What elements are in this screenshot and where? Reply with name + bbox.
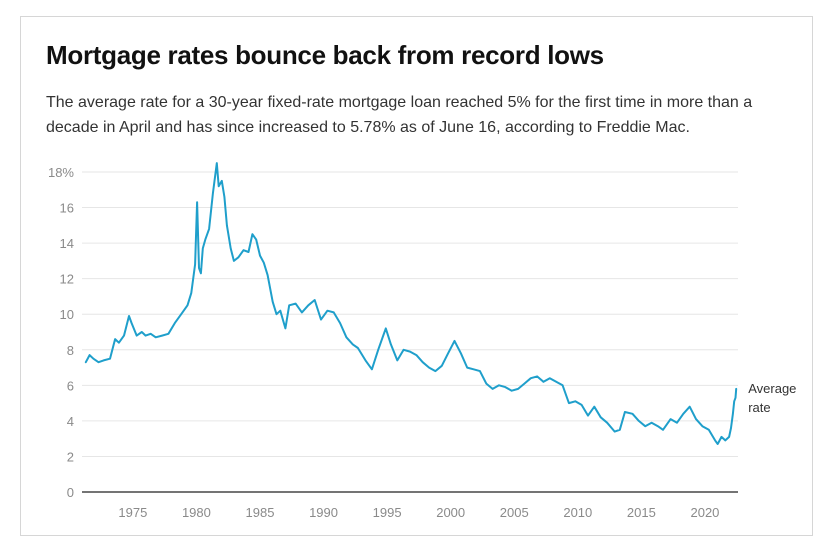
- x-tick-label: 2005: [500, 505, 529, 520]
- y-tick-label: 14: [60, 236, 74, 251]
- y-tick-label: 12: [60, 272, 74, 287]
- x-tick-label: 2020: [690, 505, 719, 520]
- x-axis-tick-labels: 1975 1980 1985 1990 1995 2000 2005 2010 2015 2020: [118, 505, 719, 520]
- series-line-average-rate: [84, 162, 738, 445]
- y-axis-tick-labels: 0 2 4 6 8 10 12 14 16 18%: [48, 165, 74, 500]
- x-tick-label: 2015: [627, 505, 656, 520]
- chart-card: [20, 16, 813, 536]
- x-tick-label: 1975: [118, 505, 147, 520]
- x-tick-label: 1990: [309, 505, 338, 520]
- y-tick-label: 6: [67, 378, 74, 393]
- y-tick-label: 4: [67, 414, 74, 429]
- y-tick-label: 16: [60, 201, 74, 216]
- y-tick-label: 8: [67, 343, 74, 358]
- gridlines: [82, 171, 738, 457]
- x-tick-label: 1985: [246, 505, 275, 520]
- x-tick-label: 2010: [563, 505, 592, 520]
- series-label-average: Average: [748, 381, 796, 396]
- y-tick-label: 0: [67, 485, 74, 500]
- chart-title: Mortgage rates bounce back from record l…: [46, 40, 604, 70]
- y-tick-label: 2: [67, 449, 74, 464]
- y-tick-label: 10: [60, 307, 74, 322]
- y-tick-label: 18%: [48, 165, 74, 180]
- x-tick-label: 2000: [436, 505, 465, 520]
- x-tick-label: 1995: [373, 505, 402, 520]
- series-label-rate: rate: [748, 400, 770, 415]
- chart-subtitle: The average rate for a 30-year fixed-rat…: [46, 94, 753, 136]
- x-tick-label: 1980: [182, 505, 211, 520]
